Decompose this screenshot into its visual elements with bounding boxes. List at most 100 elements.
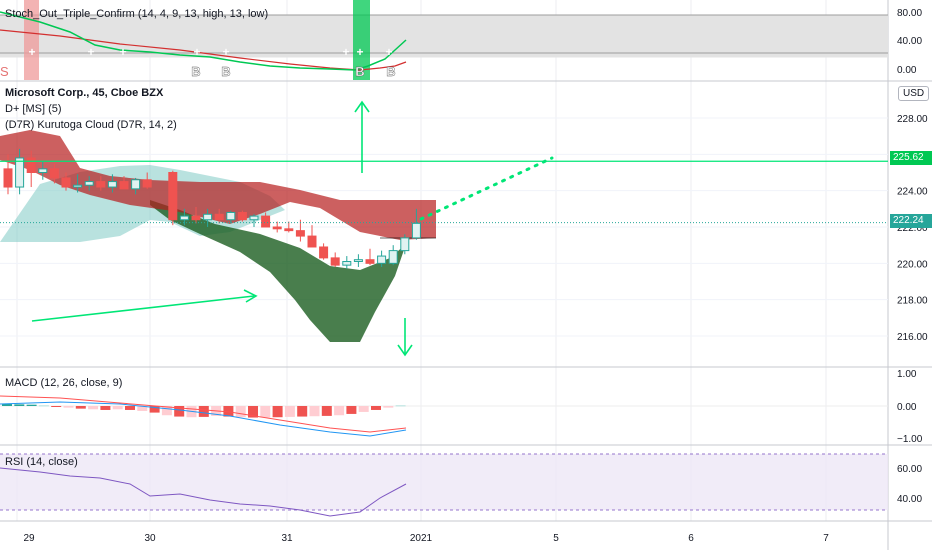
macd-hist-bar — [235, 406, 246, 418]
macd-hist-bar — [321, 406, 332, 416]
stoch-k-line — [0, 11, 407, 71]
rsi-legend[interactable]: RSI (14, close) — [5, 456, 78, 468]
stoch-band — [0, 15, 888, 58]
macd-hist-bar — [309, 406, 320, 417]
macd-signal-line — [0, 395, 407, 433]
stoch-plus-marker: + — [222, 45, 229, 59]
candle-body — [38, 168, 48, 174]
macd-tick-label: −1.00 — [897, 434, 923, 445]
currency-badge[interactable]: USD — [898, 86, 930, 101]
time-tick-label: 5 — [553, 533, 559, 544]
macd-legend[interactable]: MACD (12, 26, close, 9) — [5, 377, 123, 389]
macd-hist-bar — [395, 405, 406, 407]
candle-body — [119, 181, 129, 190]
time-tick-label: 29 — [23, 533, 35, 544]
candle-body — [365, 259, 375, 264]
candle-body — [295, 230, 305, 237]
macd-hist-bar — [75, 406, 86, 409]
macd-hist-bar — [248, 406, 258, 418]
candle-body — [168, 172, 178, 221]
candle-body — [131, 179, 141, 190]
macd-hist-bar — [63, 406, 74, 408]
candle-body — [15, 157, 25, 188]
trend-arrow-line — [31, 295, 255, 322]
macd-hist-bar — [100, 406, 111, 410]
candle-body — [179, 215, 189, 221]
resistance-price-label: 225.62 — [890, 151, 932, 165]
macd-hist-bar — [26, 404, 37, 406]
stoch-sell-signal: S — [0, 64, 9, 79]
candle-body — [49, 168, 59, 179]
up-arrow-head — [354, 100, 370, 113]
macd-tick-label: 1.00 — [897, 369, 917, 380]
stoch-plus-marker: + — [385, 45, 392, 59]
stoch-pane: + + + + + + + + S B B B B — [0, 0, 888, 80]
candle-body — [191, 215, 201, 221]
candle-body — [107, 181, 117, 188]
stoch-buy-signal: B — [221, 64, 230, 79]
macd-hist-bar — [137, 406, 148, 411]
macd-hist-bar — [112, 406, 123, 410]
macd-hist-bar — [346, 406, 357, 414]
macd-hist-bar — [125, 406, 135, 410]
macd-pane — [0, 395, 888, 437]
candle-body — [261, 215, 271, 228]
macd-hist-bar — [161, 406, 172, 416]
candle-body — [307, 235, 317, 248]
candle-series — [3, 148, 421, 269]
stoch-sell-highlight — [24, 0, 39, 80]
macd-hist-bar — [2, 404, 12, 406]
candle-body — [272, 226, 282, 230]
candle-body — [330, 257, 340, 266]
candle-body — [226, 211, 236, 221]
macd-line — [0, 401, 407, 437]
main-legend-dplus[interactable]: D+ [MS] (5) — [5, 103, 62, 115]
trend-arrow-head — [243, 289, 258, 303]
macd-hist-bar — [38, 405, 49, 407]
time-tick-label: 30 — [144, 533, 156, 544]
last-price-label: 222.24 — [890, 214, 932, 228]
macd-hist-bar — [149, 406, 160, 413]
main-legend-cloud[interactable]: (D7R) Kurutoga Cloud (D7R, 14, 2) — [5, 119, 177, 131]
price-tick-label: 216.00 — [897, 332, 928, 343]
candle-body — [400, 237, 410, 252]
candle-body — [353, 259, 363, 263]
stoch-tick-label: 40.00 — [897, 36, 922, 47]
stoch-plus-marker: + — [119, 45, 126, 59]
macd-hist-bar — [284, 406, 295, 417]
down-arrow-head — [397, 344, 413, 357]
stoch-legend[interactable]: Stoch_Out_Triple_Confirm (14, 4, 9, 13, … — [5, 8, 269, 20]
rsi-line — [0, 467, 407, 517]
candle-body — [284, 228, 294, 232]
candle-body — [3, 168, 13, 188]
price-tick-label: 220.00 — [897, 259, 928, 270]
candle-body — [249, 215, 259, 221]
macd-hist-bar — [260, 406, 271, 418]
stoch-plus-marker: + — [193, 45, 200, 59]
stoch-buy-signal: B — [355, 64, 364, 79]
stoch-plus-marker: + — [342, 45, 349, 59]
macd-hist-bar — [14, 404, 25, 406]
candle-body — [61, 177, 71, 188]
candle-body — [411, 222, 421, 239]
macd-hist-bar — [88, 406, 99, 410]
price-tick-label: 228.00 — [897, 114, 928, 125]
cloud-red-band — [0, 130, 436, 240]
main-legend-title[interactable]: Microsoft Corp., 45, Cboe BZX — [5, 87, 164, 99]
candle-body — [388, 250, 398, 264]
time-tick-label: 7 — [823, 533, 829, 544]
stoch-buy-highlight — [353, 0, 370, 80]
candle-body — [84, 181, 94, 186]
price-tick-label: 218.00 — [897, 296, 928, 307]
candle-body — [203, 213, 213, 221]
time-tick-label: 2021 — [410, 533, 433, 544]
price-tick-label: 222.00 — [897, 223, 928, 234]
candle-body — [96, 181, 106, 188]
macd-hist-bar — [383, 406, 394, 408]
stoch-tick-label: 0.00 — [897, 65, 917, 76]
candle-body — [142, 179, 152, 188]
cloud-green-lower — [150, 200, 406, 342]
stoch-d-line — [0, 29, 407, 71]
